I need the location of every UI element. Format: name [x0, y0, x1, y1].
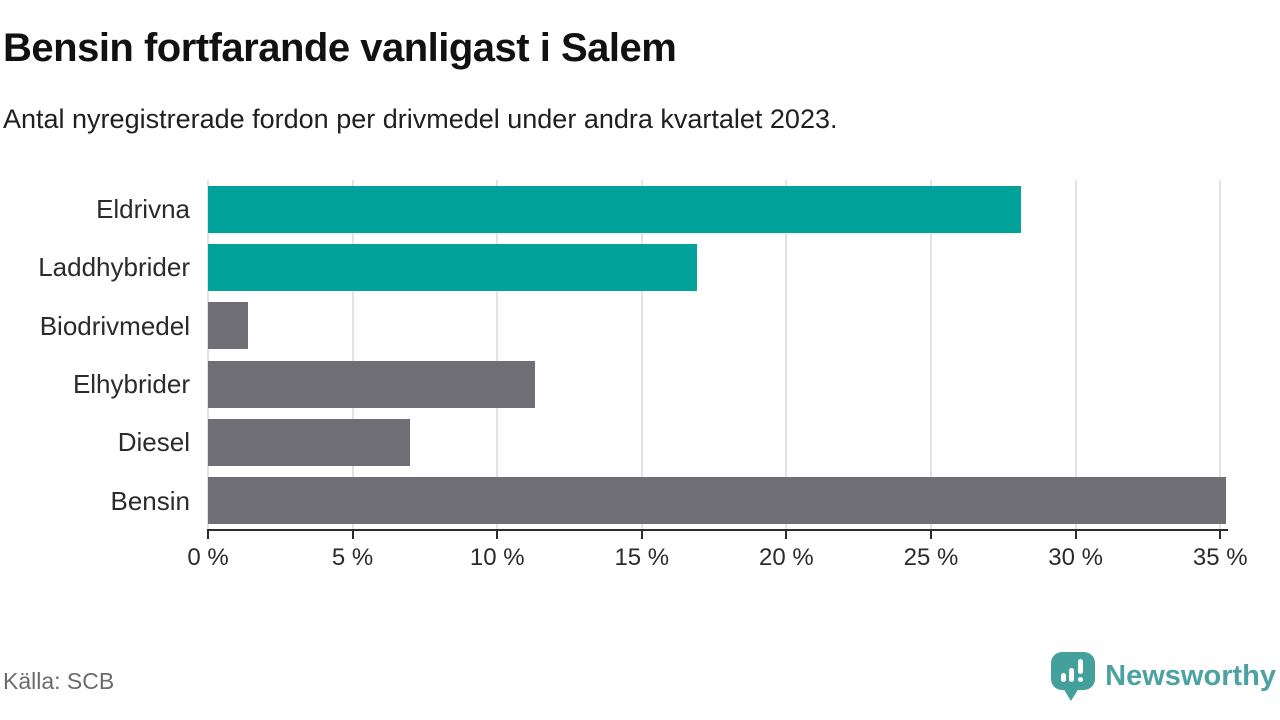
category-label-diesel: Diesel — [117, 427, 190, 458]
x-tick-label-30: 30 % — [1048, 544, 1103, 571]
x-tick-5 — [351, 531, 354, 539]
x-tick-label-20: 20 % — [759, 544, 814, 571]
x-tick-label-35: 35 % — [1192, 544, 1248, 571]
bar-eldrivna — [208, 185, 1021, 233]
gridline-30 — [1074, 180, 1077, 530]
x-tick-35 — [1219, 531, 1222, 539]
newsworthy-chart-bubble-icon — [1051, 650, 1096, 702]
bar-elhybrider — [208, 360, 535, 408]
gridline-10 — [496, 180, 499, 530]
x-tick-10 — [496, 531, 499, 539]
bar-laddhybrider — [208, 244, 697, 291]
x-tick-label-0: 0 % — [187, 544, 229, 571]
bar-biodrivmedel — [208, 302, 249, 350]
gridline-20 — [785, 180, 788, 530]
source-note: Källa: SCB — [3, 668, 115, 694]
x-tick-label-25: 25 % — [903, 544, 959, 571]
logo-bar-medium — [1069, 668, 1075, 682]
speech-bubble-tail — [1063, 688, 1080, 701]
logo-exclamation-dot — [1078, 677, 1084, 682]
x-tick-0 — [207, 531, 209, 539]
category-label-elhybrider: Elhybrider — [72, 369, 190, 399]
brand-logo: Newsworthy — [1051, 648, 1276, 704]
gridline-35 — [1219, 180, 1222, 530]
gridline-15 — [640, 180, 643, 530]
x-tick-label-15: 15 % — [614, 544, 670, 571]
page-title: Bensin fortfarande vanligast i Salem — [3, 26, 677, 70]
x-tick-15 — [640, 531, 643, 539]
gridline-0 — [207, 180, 209, 530]
page-subtitle: Antal nyregistrerade fordon per drivmede… — [3, 104, 838, 134]
x-tick-20 — [785, 531, 788, 539]
logo-exclamation-stem — [1078, 659, 1084, 674]
brand-name: Newsworthy — [1105, 659, 1276, 692]
category-label-biodrivmedel: Biodrivmedel — [39, 310, 190, 341]
bar-bensin — [208, 477, 1226, 525]
logo-bar-short — [1061, 673, 1067, 682]
gridline-25 — [930, 180, 932, 530]
x-tick-25 — [930, 531, 932, 539]
category-label-bensin: Bensin — [110, 485, 191, 516]
gridline-5 — [351, 180, 354, 530]
plot-area — [207, 180, 1226, 530]
bar-diesel — [208, 419, 411, 466]
category-label-eldrivna: Eldrivna — [96, 194, 190, 224]
x-tick-label-5: 5 % — [331, 544, 374, 571]
category-label-laddhybrider: Laddhybrider — [38, 252, 190, 283]
x-tick-30 — [1074, 531, 1077, 539]
x-axis-line — [207, 529, 1228, 531]
x-tick-label-10: 10 % — [469, 544, 525, 571]
